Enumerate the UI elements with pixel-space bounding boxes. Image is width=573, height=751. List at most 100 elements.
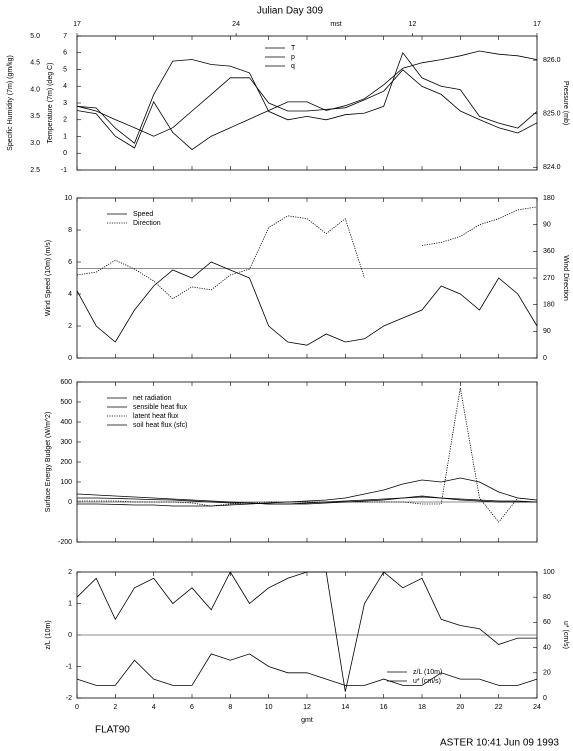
x-tick-label: 22 (495, 704, 503, 711)
y-tick-label: 180 (543, 195, 555, 202)
x-tick-label: 10 (265, 704, 273, 711)
legend-label: T (291, 45, 296, 52)
series-line (77, 387, 538, 523)
y-axis-label: Pressure (mb) (562, 81, 569, 125)
y-tick-label: 2.5 (30, 167, 40, 174)
x-tick-label: 20 (456, 704, 464, 711)
series-line (76, 571, 537, 692)
x-tick-label: 16 (380, 704, 388, 711)
y-tick-label: 300 (60, 439, 72, 446)
y-tick-label: 2 (68, 569, 72, 576)
series-line (76, 206, 538, 300)
legend-label: net radiation (133, 395, 172, 402)
y-tick-label: 90 (543, 328, 551, 335)
y-tick-label: 0 (63, 150, 67, 157)
y-tick-label: 3 (63, 100, 67, 107)
timestamp: ASTER 10:41 Jun 09 1993 (440, 738, 559, 749)
series-line (76, 653, 538, 686)
y-tick-label: 8 (68, 227, 72, 234)
y-axis-label: Surface Energy Budget (W/m^2) (45, 412, 52, 513)
y-tick-label: 1 (68, 600, 72, 607)
y-tick-label: 824.0 (543, 164, 561, 171)
y-tick-label: 0 (543, 695, 547, 702)
y-tick-label: 270 (543, 275, 555, 282)
x-tick-label: 6 (190, 704, 194, 711)
y-tick-label: 2 (63, 117, 67, 124)
legend-label: z/L (10m) (413, 669, 442, 676)
y-tick-label: 3.5 (30, 113, 40, 120)
top-tick-label: 12 (409, 21, 417, 28)
y-tick-label: 825.0 (543, 111, 561, 118)
y-tick-label: -200 (58, 539, 72, 546)
y-axis-label: u* (cm/s) (562, 621, 569, 649)
y-tick-label: 4.0 (30, 86, 40, 93)
series-line (76, 493, 537, 505)
y-tick-label: 5 (63, 66, 67, 73)
y-tick-label: 600 (60, 379, 72, 386)
top-axis-label: mst (330, 21, 341, 28)
legend-label: p (291, 54, 295, 61)
x-tick-label: 12 (303, 704, 311, 711)
y-tick-label: 4 (68, 291, 72, 298)
y-tick-label: 0 (543, 355, 547, 362)
y-tick-label: 360 (543, 248, 555, 255)
y-tick-label: -1 (61, 167, 67, 174)
legend-label: Direction (133, 220, 161, 227)
x-tick-label: 4 (152, 704, 156, 711)
y-tick-label: 5.0 (30, 33, 40, 40)
top-tick-label: 17 (533, 21, 541, 28)
y-tick-label: 6 (63, 50, 67, 57)
y-axis-label: Specific Humidity (7m) (gm/kg) (7, 55, 14, 151)
x-tick-label: 18 (418, 704, 426, 711)
y-axis-label: Wind Speed (10m) (m/s) (45, 240, 52, 316)
legend-label: sensible heat flux (133, 404, 188, 411)
legend-label: u* (cm/s) (413, 678, 441, 685)
top-tick-label: 17 (73, 21, 81, 28)
series-line (76, 50, 538, 151)
legend-label: Speed (133, 211, 153, 218)
y-tick-label: 0 (68, 632, 72, 639)
y-tick-label: 10 (64, 195, 72, 202)
y-tick-label: 100 (60, 479, 72, 486)
site-label: FLAT90 (95, 725, 130, 736)
y-tick-label: -1 (66, 663, 72, 670)
y-tick-label: 80 (543, 594, 551, 601)
x-tick-label: 0 (75, 704, 79, 711)
legend-label: latent heat flux (133, 413, 179, 420)
y-tick-label: 0 (68, 355, 72, 362)
y-tick-label: 500 (60, 399, 72, 406)
y-axis-label: z/L (10m) (45, 620, 52, 649)
x-tick-label: 2 (113, 704, 117, 711)
y-tick-label: 4 (63, 83, 67, 90)
y-axis-label: Temperature (7m) (deg C) (47, 63, 54, 144)
figure-title: Julian Day 309 (257, 6, 324, 17)
series-line (76, 51, 538, 144)
y-tick-label: 2 (68, 323, 72, 330)
x-tick-label: 24 (533, 704, 541, 711)
y-tick-label: 826.0 (543, 57, 561, 64)
y-tick-label: 0 (68, 499, 72, 506)
y-tick-label: 400 (60, 419, 72, 426)
y-tick-label: 3.0 (30, 140, 40, 147)
series-line (76, 261, 538, 346)
x-tick-label: 14 (341, 704, 349, 711)
y-tick-label: 20 (543, 670, 551, 677)
legend-label: soil heat flux (sfc) (133, 422, 187, 429)
y-tick-label: 60 (543, 619, 551, 626)
top-tick-label: 24 (232, 21, 240, 28)
y-tick-label: 180 (543, 302, 555, 309)
y-tick-label: 7 (63, 33, 67, 40)
y-tick-label: 40 (543, 644, 551, 651)
series-line (76, 69, 538, 137)
y-tick-label: 200 (60, 459, 72, 466)
y-tick-label: 6 (68, 259, 72, 266)
series-line (77, 496, 538, 505)
y-axis-label: Wind Direction (562, 255, 569, 301)
y-tick-label: 90 (543, 222, 551, 229)
legend-label: q (291, 63, 295, 70)
y-tick-label: -2 (66, 695, 72, 702)
x-axis-label: gmt (301, 717, 313, 724)
y-tick-label: 100 (543, 569, 555, 576)
